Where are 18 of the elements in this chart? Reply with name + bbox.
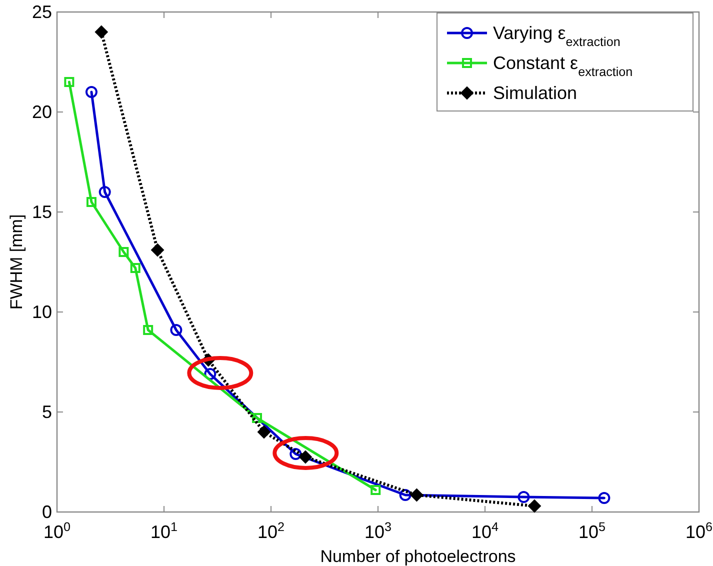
legend-label: Simulation [493, 83, 578, 103]
x-tick-label: 10$^{2}$ [257, 520, 285, 542]
legend-label: Constant ε$_{extraction}$ [493, 53, 633, 79]
y-tick-label: 20 [32, 102, 52, 122]
x-axis-title: Number of photoelectrons [320, 547, 516, 566]
y-tick-label: 10 [32, 302, 52, 322]
y-tick-label: 15 [32, 202, 52, 222]
x-tick-label: 10$^{0}$ [43, 520, 71, 542]
y-tick-label: 0 [42, 502, 52, 522]
x-tick-label: 10$^{3}$ [364, 520, 392, 542]
y-tick-label: 25 [32, 2, 52, 22]
x-tick-label: 10$^{5}$ [578, 520, 606, 542]
legend-label: Varying ε$_{extraction}$ [493, 23, 620, 49]
y-axis-title: FWHM [mm] [7, 214, 26, 310]
x-tick-label: 10$^{6}$ [685, 520, 713, 542]
y-tick-label: 5 [42, 402, 52, 422]
x-tick-label: 10$^{4}$ [471, 520, 499, 542]
x-tick-label: 10$^{1}$ [150, 520, 178, 542]
